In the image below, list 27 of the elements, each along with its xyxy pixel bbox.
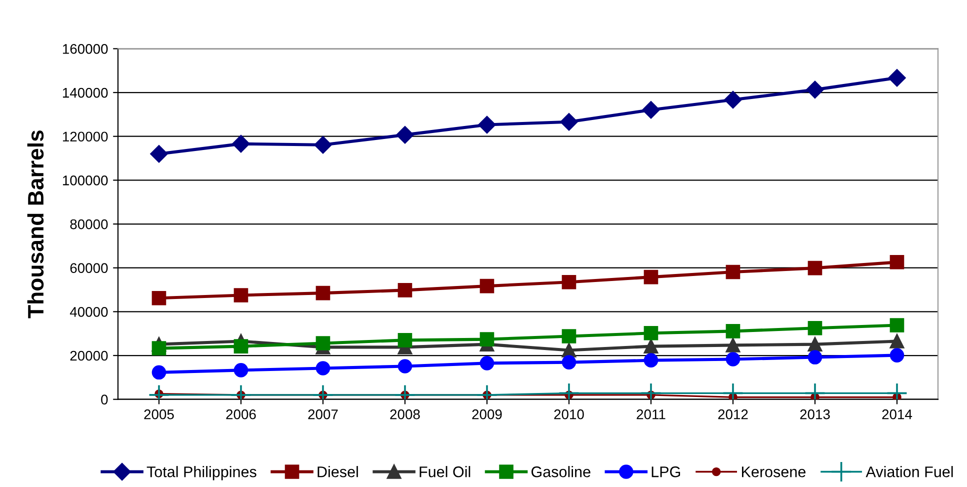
x-tick-label: 2012 <box>718 409 748 420</box>
legend-label: Diesel <box>318 466 358 478</box>
legend-label: Gasoline <box>531 466 590 478</box>
legend-label: LPG <box>652 466 680 478</box>
x-tick-label: 2011 <box>636 409 666 420</box>
legend-label: Total Philippines <box>146 466 256 480</box>
legend-label: Fuel Oil <box>420 466 470 478</box>
x-tick-label: 2006 <box>226 409 256 420</box>
x-tick-label: 2005 <box>144 409 174 420</box>
x-tick-label: 2009 <box>472 409 502 420</box>
y-tick-label: 60000 <box>70 263 108 274</box>
y-tick-label: 120000 <box>62 132 108 142</box>
x-tick-label: 2007 <box>308 409 338 420</box>
x-tick-label: 2014 <box>882 409 912 420</box>
x-tick-label: 2008 <box>390 409 420 420</box>
y-tick-label: 20000 <box>70 350 108 361</box>
y-tick-label: 0 <box>101 394 108 405</box>
y-axis-title: Thousand Barrels <box>27 130 44 318</box>
y-tick-label: 40000 <box>70 307 108 317</box>
y-tick-label: 80000 <box>70 219 108 230</box>
y-tick-label: 140000 <box>62 88 108 98</box>
x-tick-label: 2010 <box>554 409 584 420</box>
x-tick-label: 2013 <box>800 409 830 420</box>
y-tick-label: 100000 <box>62 176 108 186</box>
y-tick-label: 160000 <box>62 44 108 54</box>
legend-label: Aviation Fuel <box>866 466 953 478</box>
legend-label: Kerosene <box>742 466 806 478</box>
